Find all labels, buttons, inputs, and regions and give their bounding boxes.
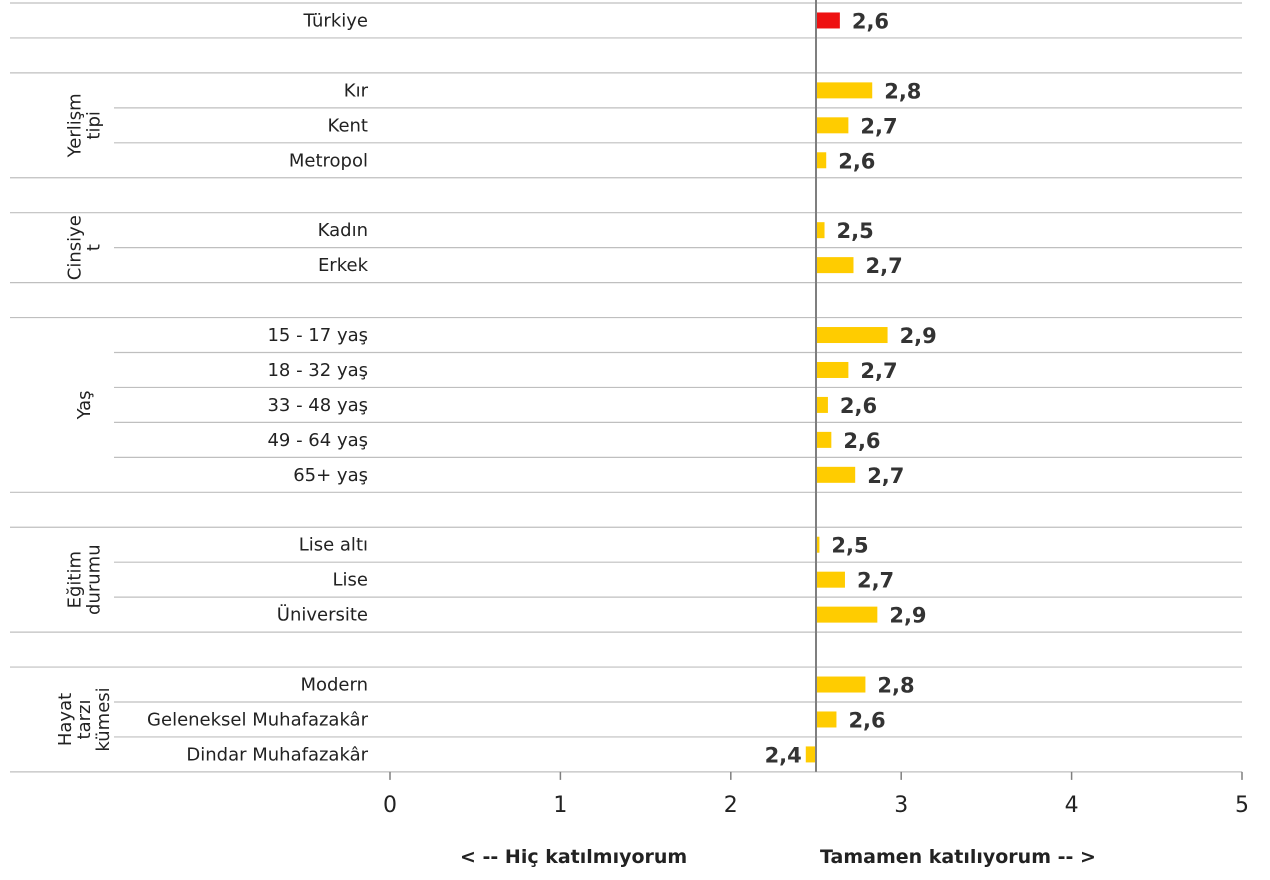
group-labels: Yerlişmtipi Cinsiyet Yaş Eğitimdurumu Hayatt… (55, 93, 114, 751)
bar-kent (816, 117, 849, 134)
group-label-yas: Yaş (74, 390, 95, 420)
group-label-hayat-tarzi-kumesi: Hayattarzıkümesi (55, 687, 114, 751)
row-separators (10, 2, 1242, 773)
value-label-turkiye: 2,6 (852, 9, 889, 33)
annotation-agree: Tamamen katılıyorum -- > (820, 846, 1096, 868)
group-label-egitim-durumu: Eğitimdurumu (65, 544, 105, 615)
category-label-universite: Üniversite (277, 604, 368, 626)
category-label-geleneksel-muhafazakar: Geleneksel Muhafazakâr (147, 709, 369, 730)
value-label-33-48-yas: 2,6 (840, 394, 877, 418)
x-tick-label: 1 (553, 793, 567, 818)
category-label-erkek: Erkek (318, 255, 369, 276)
value-label-geleneksel-muhafazakar: 2,6 (848, 708, 885, 732)
group-label-cinsiyet: Cinsiyet (65, 215, 105, 280)
bar-modern (816, 676, 866, 693)
value-label-lise: 2,7 (857, 569, 894, 593)
value-labels: 2,62,82,72,62,52,72,92,72,62,62,72,52,72… (765, 9, 937, 767)
value-label-kir: 2,8 (884, 79, 921, 103)
value-label-65-yas: 2,7 (867, 464, 904, 488)
value-label-15-17-yas: 2,9 (900, 324, 937, 348)
bar-lise-alti (816, 536, 820, 553)
bars (805, 12, 888, 763)
category-labels: Türkiye Kır Kent Metropol Kadın Erkek 15 - 17 … (147, 10, 369, 765)
bar-erkek (816, 257, 854, 274)
category-label-dindar-muhafazakar: Dindar Muhafazakâr (186, 744, 368, 765)
category-label-turkiye: Türkiye (303, 10, 369, 31)
bar-metropol (816, 152, 827, 169)
category-label-modern: Modern (300, 675, 368, 696)
value-label-lise-alti: 2,5 (831, 534, 868, 558)
category-label-lise: Lise (333, 570, 368, 591)
category-label-kadin: Kadın (318, 220, 368, 241)
category-label-18-32-yas: 18 - 32 yaş (267, 360, 368, 381)
value-label-dindar-muhafazakar: 2,4 (765, 743, 802, 767)
value-label-18-32-yas: 2,7 (860, 359, 897, 383)
value-label-kadin: 2,5 (837, 219, 874, 243)
bar-kir (816, 82, 873, 99)
bar-33-48-yas (816, 396, 828, 413)
x-tick-label: 3 (894, 793, 908, 818)
group-label-yerlism-tipi: Yerlişmtipi (65, 93, 105, 158)
value-label-metropol: 2,6 (838, 149, 875, 173)
bar-kadin (816, 222, 825, 239)
bar-49-64-yas (816, 431, 832, 448)
value-label-kent: 2,7 (860, 114, 897, 138)
bar-65-yas (816, 466, 856, 483)
category-label-kir: Kır (344, 80, 369, 101)
value-label-erkek: 2,7 (865, 254, 902, 278)
bar-turkiye (816, 12, 840, 29)
category-label-lise-alti: Lise altı (299, 535, 368, 556)
category-label-49-64-yas: 49 - 64 yaş (267, 430, 368, 451)
category-label-metropol: Metropol (289, 150, 368, 171)
x-tick-label: 2 (724, 793, 738, 818)
annotation-disagree: < -- Hiç katılmıyorum (460, 846, 687, 868)
bar-15-17-yas (816, 327, 888, 344)
bar-18-32-yas (816, 361, 849, 378)
category-label-33-48-yas: 33 - 48 yaş (267, 395, 368, 416)
category-label-15-17-yas: 15 - 17 yaş (267, 325, 368, 346)
value-label-universite: 2,9 (889, 604, 926, 628)
x-tick-label: 5 (1235, 793, 1249, 818)
x-tick-label: 4 (1065, 793, 1079, 818)
bar-universite (816, 606, 878, 623)
category-label-65-yas: 65+ yaş (293, 465, 368, 486)
value-label-modern: 2,8 (877, 674, 914, 698)
value-label-49-64-yas: 2,6 (843, 429, 880, 453)
x-axis: 0 1 2 3 4 5 (383, 771, 1249, 818)
bar-geleneksel-muhafazakar (816, 711, 837, 728)
bar-lise (816, 571, 845, 588)
category-label-kent: Kent (328, 115, 368, 136)
x-tick-label: 0 (383, 793, 397, 818)
bar-dindar-muhafazakar (805, 746, 816, 763)
